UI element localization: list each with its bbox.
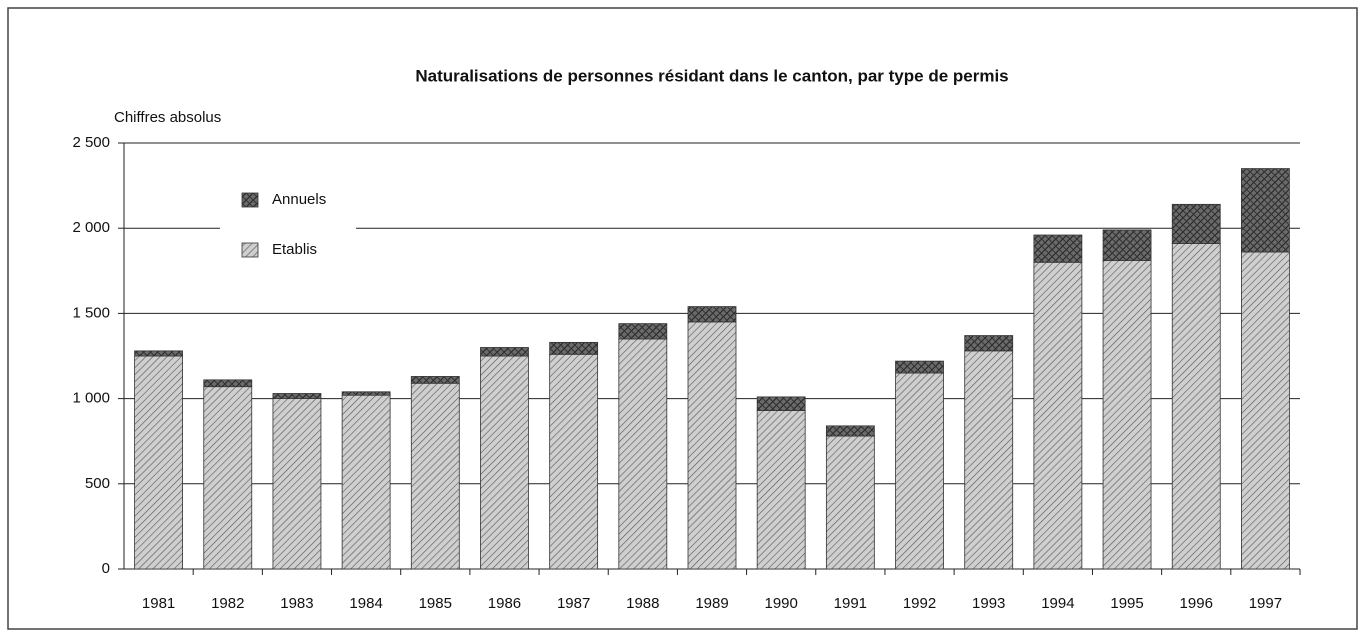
bar-segment: [1171, 203, 1221, 244]
bar-segment: [756, 396, 806, 411]
x-tick-label: 1992: [903, 595, 936, 612]
bar-segment: [1171, 243, 1221, 570]
x-tick-label: 1997: [1249, 595, 1282, 612]
bar-segment: [1102, 260, 1152, 570]
bar-segment: [825, 435, 875, 570]
bar-segment: [964, 335, 1014, 352]
bar-segment: [825, 425, 875, 437]
bar-segment: [203, 386, 253, 570]
bar-segment: [134, 350, 183, 357]
x-tick-label: 1985: [419, 595, 452, 612]
bar-segment: [480, 355, 529, 570]
bar-segment: [687, 306, 737, 323]
bar-segment: [480, 347, 529, 357]
y-tick-label: 1 500: [72, 304, 110, 321]
bar-segment: [895, 360, 944, 374]
legend-swatch: [241, 242, 259, 258]
legend-label: Etablis: [272, 241, 317, 258]
bar-segment: [1102, 229, 1152, 261]
bar-segment: [410, 382, 460, 570]
x-tick-label: 1996: [1180, 595, 1213, 612]
y-tick-label: 2 000: [72, 219, 110, 236]
x-tick-label: 1990: [764, 595, 797, 612]
bar-segment: [1033, 234, 1083, 263]
bar-segment: [203, 379, 253, 388]
bar-segment: [618, 338, 668, 570]
y-tick-label: 1 000: [72, 390, 110, 407]
bar-segment: [895, 372, 944, 570]
bar-segment: [618, 323, 668, 340]
x-tick-label: 1987: [557, 595, 590, 612]
bar-segment: [687, 321, 737, 570]
x-tick-label: 1993: [972, 595, 1005, 612]
bar-segment: [1241, 168, 1290, 253]
bar-segment: [756, 410, 806, 570]
y-tick-label: 2 500: [72, 134, 110, 151]
x-tick-label: 1995: [1110, 595, 1143, 612]
chart-title: Naturalisations de personnes résidant da…: [415, 66, 1008, 85]
legend-swatch: [241, 192, 259, 208]
x-tick-label: 1981: [142, 595, 175, 612]
bar-segment: [549, 341, 599, 355]
legend-label: Annuels: [272, 191, 326, 208]
y-tick-label: 0: [102, 560, 110, 577]
bar-segment: [272, 393, 322, 400]
bar-segment: [1033, 261, 1083, 570]
bar-segment: [272, 398, 322, 570]
bar-segment: [134, 355, 183, 570]
bar-segment: [341, 394, 391, 570]
x-tick-label: 1982: [211, 595, 244, 612]
x-tick-label: 1988: [626, 595, 659, 612]
x-tick-label: 1989: [695, 595, 728, 612]
bar-segment: [410, 376, 460, 384]
bar-segment: [1241, 251, 1290, 570]
x-tick-label: 1984: [349, 595, 382, 612]
bar-segment: [549, 353, 599, 570]
bar-segment: [341, 391, 391, 396]
x-tick-label: 1991: [834, 595, 867, 612]
bar-segment: [964, 350, 1014, 570]
x-tick-label: 1994: [1041, 595, 1074, 612]
y-axis-label: Chiffres absolus: [114, 109, 221, 126]
y-tick-label: 500: [85, 475, 110, 492]
x-tick-label: 1983: [280, 595, 313, 612]
x-tick-label: 1986: [488, 595, 521, 612]
